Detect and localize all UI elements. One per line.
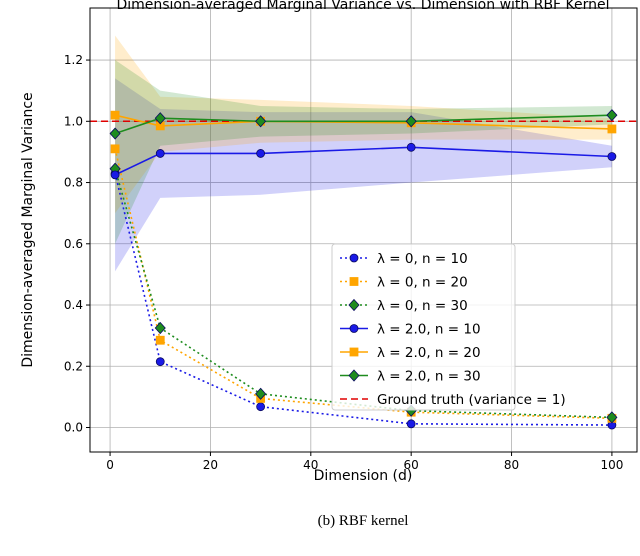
marker	[110, 170, 120, 180]
marker	[154, 321, 166, 335]
marker	[155, 149, 165, 158]
x-tick-label: 60	[404, 458, 419, 472]
marker	[405, 115, 417, 128]
marker	[110, 144, 120, 154]
y-tick-label: 1.2	[64, 53, 83, 67]
x-tick-label: 0	[106, 458, 114, 472]
marker	[606, 411, 618, 424]
legend-label: λ = 2.0, n = 20	[377, 345, 481, 361]
legend-label: λ = 0, n = 20	[377, 275, 468, 291]
plot-frame	[89, 7, 638, 453]
marker	[349, 253, 359, 263]
x-tick-label: 80	[504, 458, 519, 472]
legend-box	[331, 243, 516, 411]
legend-label: λ = 2.0, n = 10	[377, 322, 481, 338]
y-tick-label: 0.2	[64, 359, 83, 373]
marker	[606, 109, 618, 122]
marker	[255, 387, 267, 400]
legend-label: λ = 0, n = 10	[377, 251, 468, 267]
band	[115, 78, 612, 272]
x-tick-label: 20	[203, 458, 218, 472]
marker	[110, 110, 120, 120]
y-tick-label: 1.0	[64, 114, 83, 128]
legend-label: λ = 2.0, n = 30	[377, 369, 481, 385]
legend-label: λ = 0, n = 30	[377, 298, 468, 314]
marker	[109, 127, 121, 140]
marker	[256, 402, 266, 412]
marker	[406, 419, 416, 429]
x-tick-label: 100	[600, 458, 623, 472]
marker	[255, 115, 267, 128]
chart-title: Dimension-averaged Marginal Variance vs.…	[116, 0, 609, 13]
marker	[349, 277, 359, 286]
y-axis-label: Dimension-averaged Marginal Variance	[20, 92, 36, 367]
y-tick-label: 0.6	[64, 237, 83, 251]
marker	[349, 347, 359, 357]
band	[115, 35, 612, 214]
marker	[154, 112, 166, 125]
marker	[607, 124, 617, 134]
marker	[348, 298, 360, 312]
y-tick-label: 0.0	[64, 421, 83, 435]
caption: (b) RBF kernel	[318, 513, 409, 529]
marker	[348, 369, 360, 382]
legend: λ = 0, n = 10 λ = 0, n = 20 λ = 0, n = 30 λ…	[331, 243, 566, 411]
marker	[256, 149, 266, 158]
legend-label: Ground truth (variance = 1)	[377, 392, 566, 408]
marker	[406, 142, 416, 152]
marker	[155, 335, 165, 345]
marker	[155, 357, 165, 367]
marker	[349, 324, 359, 333]
x-axis-label: Dimension (d)	[314, 468, 413, 484]
marker	[607, 152, 617, 161]
band	[115, 60, 612, 244]
y-tick-label: 0.8	[64, 176, 83, 190]
x-tick-label: 40	[303, 458, 318, 472]
y-tick-label: 0.4	[64, 298, 83, 312]
